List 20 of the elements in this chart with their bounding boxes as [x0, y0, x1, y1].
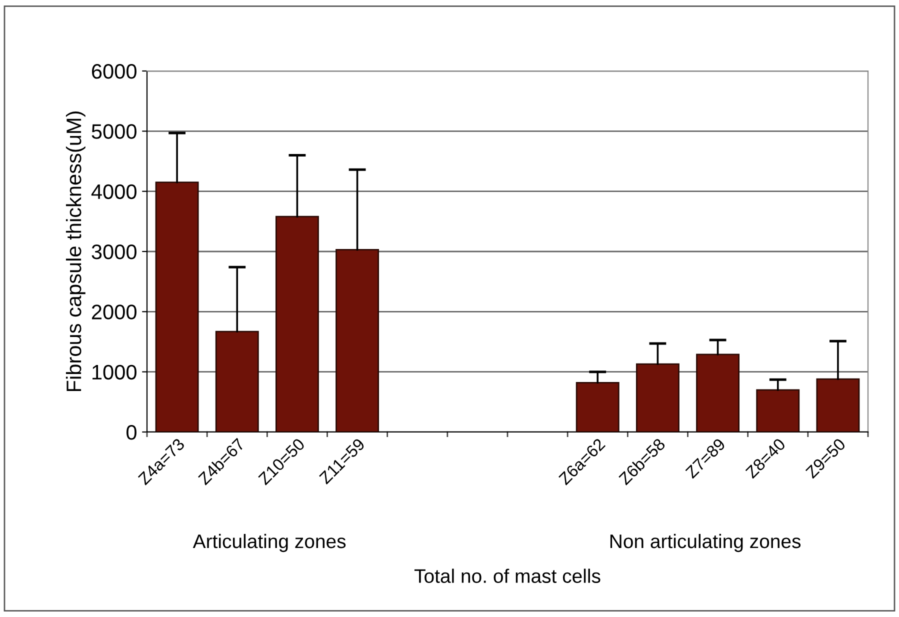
y-tick-label: 3000: [92, 244, 136, 260]
bar: [636, 363, 680, 432]
bar: [576, 382, 620, 432]
y-tick-label: 1000: [92, 364, 136, 380]
y-axis-title: Fibrous capsule thickness(uM): [66, 112, 86, 392]
bar: [696, 354, 740, 432]
bar: [816, 378, 860, 432]
x-axis-title: Total no. of mast cells: [414, 568, 600, 583]
text: Non articulating zones: [610, 534, 801, 552]
bar: [155, 182, 199, 432]
y-tick-label: 2000: [92, 304, 136, 320]
bar: [336, 249, 380, 432]
bar: [275, 216, 319, 432]
y-tick-label: 0: [126, 425, 136, 440]
y-tick-label: 4000: [91, 184, 136, 200]
y-tick-label: 5000: [92, 124, 136, 139]
bar: [756, 389, 800, 432]
bar: [215, 330, 259, 432]
y-tick-label: 6000: [92, 64, 136, 79]
text: Articulating zones: [192, 534, 346, 552]
